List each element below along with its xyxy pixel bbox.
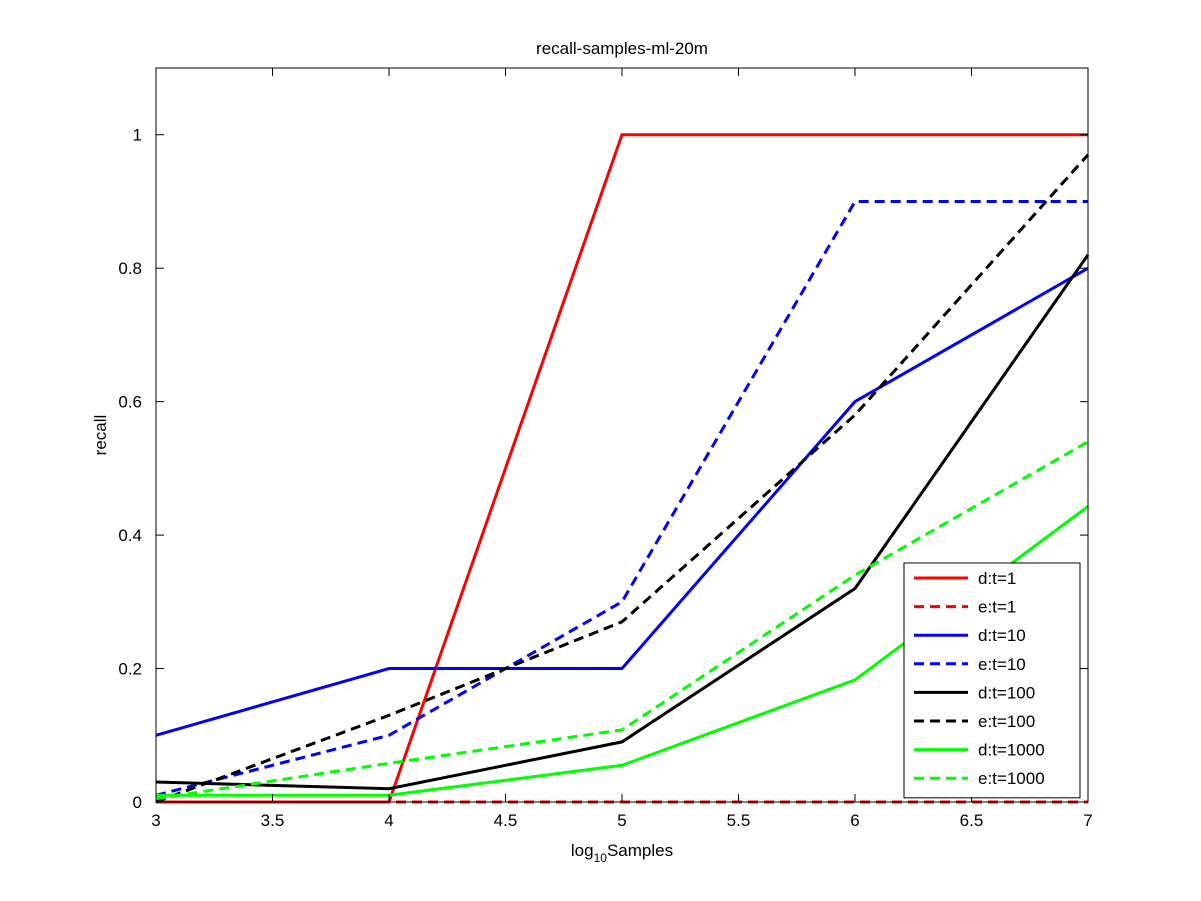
x-tick-label: 5 (617, 811, 626, 830)
legend: d:t=1 e:t=1 d:t=10 e:t=10 d:t=100 e:t=100 d:t=… (903, 562, 1081, 799)
x-tick-label: 6.5 (960, 811, 984, 830)
legend-entry-label: d:t=10 (978, 626, 1026, 645)
x-tick-label: 3 (151, 811, 160, 830)
x-tick-label: 4.5 (494, 811, 518, 830)
series-line-d-t-10 (155, 266, 1089, 737)
y-tick-label: 0.6 (118, 393, 142, 412)
y-tick-label: 1 (133, 126, 142, 145)
legend-entry-label: d:t=1000 (978, 741, 1045, 760)
legend-entry-label: e:t=1000 (978, 769, 1045, 788)
y-axis-label: recall (91, 415, 110, 456)
x-tick-label: 3.5 (261, 811, 285, 830)
legend-entry-label: e:t=1 (978, 598, 1016, 617)
x-tick-label: 7 (1083, 811, 1092, 830)
x-tick-label: 5.5 (727, 811, 751, 830)
y-tick-label: 0 (133, 793, 142, 812)
x-axis-label: log10Samples (571, 841, 673, 865)
legend-entry-label: e:t=100 (978, 712, 1035, 731)
series-line-e-t-10 (155, 200, 1088, 797)
x-tick-label: 4 (384, 811, 393, 830)
legend-entry-label: d:t=100 (978, 683, 1035, 702)
y-tick-label: 0.4 (118, 526, 142, 545)
legend-entry-label: d:t=1 (978, 569, 1016, 588)
x-tick-label: 6 (850, 811, 859, 830)
series-line-e-t-1000 (155, 440, 1089, 801)
series-line-d-t-100 (155, 253, 1090, 791)
tick-label-layer: 3 3.5 4 4.5 5 5.5 6 6.5 7 0 0.2 0.4 0.6 0.8 1 (118, 126, 1092, 830)
chart-title: recall-samples-ml-20m (536, 39, 708, 58)
series-line-e-t-100 (155, 153, 1090, 804)
legend-entry-label: e:t=10 (978, 655, 1026, 674)
x-axis-label-rest: Samples (607, 841, 673, 860)
legend-box (903, 562, 1081, 799)
y-tick-label: 0.8 (118, 259, 142, 278)
y-tick-label: 0.2 (118, 660, 142, 679)
x-axis-label-subscript: 10 (594, 851, 608, 865)
axes-layer (155, 67, 1089, 803)
x-axis-label-base: log (571, 841, 594, 860)
